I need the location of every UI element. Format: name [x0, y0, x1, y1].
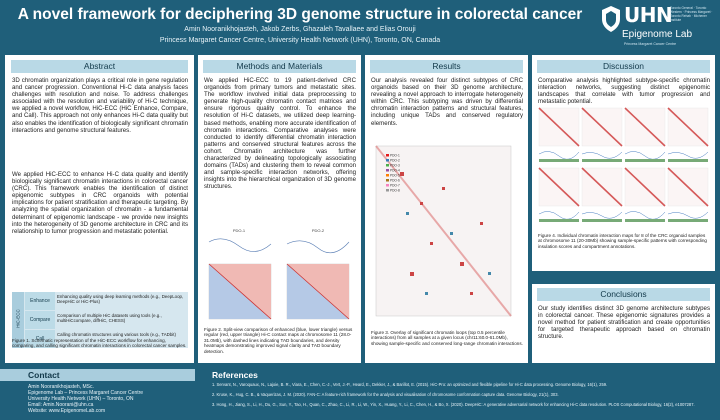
panel-label-left: PDO-1 — [233, 228, 246, 233]
discussion-paragraph: Comparative analysis highlighted subtype… — [538, 77, 710, 106]
legend-entry: PDO-2 — [390, 159, 400, 163]
contact-line: Epigenome Lab – Princess Margaret Cancer… — [28, 390, 144, 396]
figure-2-caption: Figure 2. Split-view comparison of enhan… — [204, 327, 353, 354]
contact-website[interactable]: Website: www.EpigenomeLab.com — [28, 408, 106, 414]
legend-entry: PDO-5 — [390, 174, 400, 178]
reference-item: 3. Hong, H., Jiang, S., Li, H., Du, G., … — [212, 402, 695, 407]
abstract-paragraph-2: We applied HiC-ECC to enhance Hi-C data … — [12, 171, 188, 235]
legend-entry: PDO-4 — [390, 169, 400, 173]
workflow-step: Call — [25, 330, 55, 348]
figure-3: PDO-1 PDO-2 PDO-3 PDO-4 PDO-5 PDO-6 PDO-… — [370, 142, 523, 324]
workflow-description: Comparison of multiple HiC datasets usin… — [57, 313, 162, 324]
workflow-table: HiC-ECC Enhance Enhancing quality using … — [12, 292, 188, 348]
affiliation: Princess Margaret Cancer Centre, Univers… — [159, 37, 441, 44]
contact-heading: Contact — [28, 370, 60, 380]
references-heading: References — [212, 370, 258, 380]
workflow-row: Compare Comparison of multiple HiC datas… — [25, 311, 188, 329]
methods-paragraph: We applied HiC-ECC to 19 patient-derived… — [204, 77, 356, 191]
legend-entry: PDO-7 — [390, 184, 400, 188]
conclusions-paragraph: Our study identifies distinct 3D genome … — [538, 305, 710, 341]
contact-map-comparison: PDO-1 PDO-2 — [208, 228, 350, 320]
legend-entry: PDO-8 — [390, 189, 400, 193]
workflow-row: Enhance Enhancing quality using deep lea… — [25, 292, 188, 310]
panel-label-right: PDO-2 — [312, 228, 325, 233]
figure-2: PDO-1 PDO-2 — [203, 224, 356, 324]
contact-line: Amin Nooranikhojasteh, MSc. — [28, 384, 94, 390]
contact-line: University Health Network (UHN) – Toront… — [28, 396, 134, 402]
workflow-description: Enhancing quality using deep learning me… — [57, 294, 184, 305]
abstract-paragraph-1: 3D chromatin organization plays a critic… — [12, 77, 188, 134]
conclusions-heading: Conclusions — [537, 288, 710, 301]
workflow-step: Compare — [25, 311, 55, 329]
workflow-side-label: HiC-ECC — [12, 292, 24, 348]
poster-title: A novel framework for deciphering 3D gen… — [17, 6, 583, 23]
legend-entry: PDO-3 — [390, 164, 400, 168]
workflow-description: Calling chromatin structures using vario… — [57, 332, 176, 337]
uhn-logo: UHN Toronto General · Toronto Western · … — [598, 3, 716, 49]
legend-entry: PDO-6 — [390, 179, 400, 183]
abstract-heading: Abstract — [11, 60, 188, 73]
reference-item: 2. Kruse, K., Hug, C. B., & Vaquerizas, … — [212, 392, 559, 397]
lab-subtitle: Princess Margaret Cancer Centre — [624, 42, 677, 46]
shield-icon — [602, 6, 620, 32]
sample-map-grid — [538, 107, 709, 222]
results-heading: Results — [370, 60, 523, 73]
author-list: Amin Nooranikhojasteh, Jakob Zerbs, Ghaz… — [184, 26, 416, 33]
figure-3-caption: Figure 3. Overlay of significant chromat… — [371, 330, 523, 346]
results-paragraph: Our analysis revealed four distinct subt… — [371, 77, 523, 127]
discussion-heading: Discussion — [537, 60, 710, 73]
figure-4-caption: Figure 4. Individual chromatin interacti… — [538, 233, 707, 249]
logo-hospital-list: Toronto General · Toronto Western · Prin… — [670, 6, 713, 22]
logo-wordmark: UHN — [624, 3, 673, 27]
workflow-step: Enhance — [25, 292, 55, 310]
poster-header — [0, 0, 720, 52]
contact-heading-bar — [0, 369, 195, 381]
lab-name: Epigenome Lab — [622, 29, 693, 40]
workflow-row: Call Calling chromatin structures using … — [25, 330, 188, 348]
legend-entry: PDO-1 — [390, 154, 400, 158]
contact-email[interactable]: Email: Amin.Noorani@uhn.ca — [28, 402, 94, 408]
reference-item: 1. Servant, N., Varoquaux, N., Lajoie, B… — [212, 382, 608, 387]
figure-1-caption: Figure 1. Schematic representation of th… — [12, 338, 187, 349]
methods-heading: Methods and Materials — [203, 60, 356, 73]
loop-overlay-heatmap: PDO-1 PDO-2 PDO-3 PDO-4 PDO-5 PDO-6 PDO-… — [375, 145, 512, 317]
figure-4 — [537, 106, 710, 230]
